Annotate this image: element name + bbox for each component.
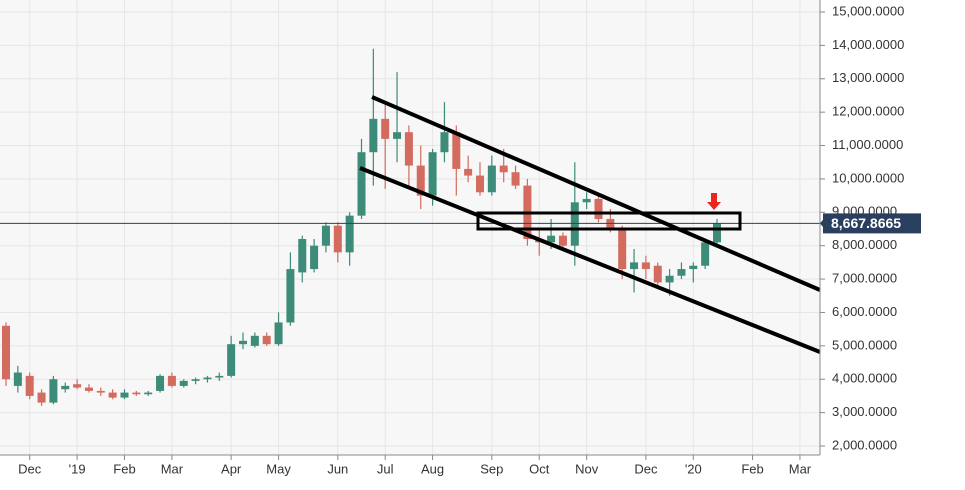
y-tick-label: 5,000.0000 xyxy=(832,337,897,352)
candle-body xyxy=(132,392,141,395)
candle-body xyxy=(345,215,354,253)
resistance-box xyxy=(476,211,742,231)
candle-body xyxy=(464,168,473,176)
last-price-box xyxy=(823,213,921,234)
candle-body xyxy=(96,390,105,393)
y-tick-label: 6,000.0000 xyxy=(832,304,897,319)
candle-body xyxy=(665,275,674,283)
candle-body xyxy=(262,335,271,345)
candle-body xyxy=(487,165,496,193)
x-tick-label: Dec xyxy=(634,461,658,476)
y-tick-label: 12,000.0000 xyxy=(832,104,904,119)
candle-body xyxy=(108,392,117,398)
x-tick-label: Mar xyxy=(789,461,812,476)
candle-body xyxy=(203,377,212,380)
candle-body xyxy=(13,372,22,386)
candle-body xyxy=(582,198,591,203)
y-tick-label: 11,000.0000 xyxy=(832,137,903,152)
y-tick-label: 2,000.0000 xyxy=(832,437,897,452)
candle-body xyxy=(250,335,259,346)
candle-body xyxy=(239,340,247,345)
candle-body xyxy=(167,375,176,386)
candle-body xyxy=(499,165,508,173)
lower-trend-line xyxy=(359,166,821,354)
x-tick-label: '19 xyxy=(69,461,86,476)
candle-body xyxy=(25,375,34,396)
candle-body xyxy=(653,265,662,283)
candle-body xyxy=(369,118,378,153)
candle-body xyxy=(641,262,650,270)
x-tick-label: Nov xyxy=(575,461,599,476)
x-tick-label: Apr xyxy=(221,461,242,476)
y-tick-label: 7,000.0000 xyxy=(832,271,897,286)
last-price-label: 8,667.8665 xyxy=(831,215,901,231)
y-tick-label: 4,000.0000 xyxy=(832,371,897,386)
candle-body xyxy=(630,262,639,270)
candle-body xyxy=(357,152,366,216)
candle-body xyxy=(416,165,425,196)
candle-body xyxy=(227,344,236,376)
x-tick-label: Mar xyxy=(161,461,184,476)
candle-body xyxy=(476,175,484,193)
y-tick-label: 13,000.0000 xyxy=(832,70,904,85)
candle-body xyxy=(37,392,46,403)
y-tick-label: 10,000.0000 xyxy=(832,170,904,185)
candle-body xyxy=(606,218,615,230)
candle-body xyxy=(547,235,556,243)
candle-body xyxy=(689,265,698,270)
candle-body xyxy=(156,375,165,391)
candle-body xyxy=(321,225,330,246)
x-tick-label: Feb xyxy=(741,461,763,476)
candle-body xyxy=(618,229,627,270)
candle-body xyxy=(570,202,579,246)
y-tick-label: 3,000.0000 xyxy=(832,404,897,419)
candle-body xyxy=(393,132,402,139)
candle-body xyxy=(381,118,390,139)
x-tick-label: Oct xyxy=(529,461,550,476)
y-tick-label: 14,000.0000 xyxy=(832,37,904,52)
candle-body xyxy=(558,235,567,246)
candle-body xyxy=(120,392,129,398)
candle-body xyxy=(286,269,295,323)
candle-body xyxy=(191,379,200,381)
candle-body xyxy=(49,379,58,403)
candle-body xyxy=(73,384,82,388)
upper-trend-line xyxy=(371,95,821,292)
labels: 2,000.0000 3,000.0000 4,000.0000 5,000.0000… xyxy=(18,3,921,476)
candle-body xyxy=(428,152,437,196)
last-price-pointer xyxy=(820,217,825,230)
x-tick-label: Sep xyxy=(480,461,503,476)
candle-body xyxy=(2,325,10,380)
candle-body xyxy=(452,132,461,169)
candle-body xyxy=(333,225,342,253)
x-tick-label: May xyxy=(266,461,291,476)
candle-body xyxy=(511,172,520,186)
candle-body xyxy=(404,132,413,166)
x-tick-label: Jul xyxy=(377,461,394,476)
drawings xyxy=(359,95,821,354)
y-tick-label: 15,000.0000 xyxy=(832,3,904,18)
candle-body xyxy=(310,245,319,270)
candle-body xyxy=(701,242,710,266)
candle-body xyxy=(144,392,153,395)
y-tick-label: 8,000.0000 xyxy=(832,237,897,252)
x-tick-label: Jun xyxy=(327,461,348,476)
candle-body xyxy=(677,269,686,276)
candle-body xyxy=(298,239,307,273)
arrow xyxy=(707,193,721,210)
candle-body xyxy=(713,223,721,243)
candle-body xyxy=(215,375,224,378)
x-tick-label: Feb xyxy=(113,461,135,476)
candle-body xyxy=(440,132,449,153)
candle-body xyxy=(61,385,70,390)
candle-body xyxy=(84,387,93,391)
x-tick-label: '20 xyxy=(685,461,702,476)
x-tick-label: Aug xyxy=(421,461,444,476)
candle-body xyxy=(274,322,283,345)
candle-body xyxy=(179,380,188,386)
candle-body xyxy=(594,198,603,219)
x-tick-label: Dec xyxy=(18,461,42,476)
